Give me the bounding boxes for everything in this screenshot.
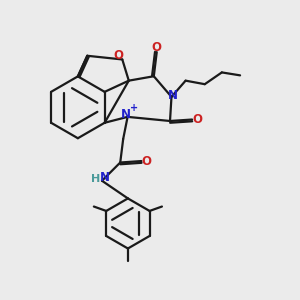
Text: N: N (100, 171, 110, 184)
Text: N: N (168, 89, 178, 102)
Text: O: O (192, 113, 202, 126)
Text: O: O (141, 154, 152, 167)
Text: +: + (130, 103, 138, 113)
Text: H: H (91, 174, 100, 184)
Text: N: N (121, 108, 131, 121)
Text: O: O (152, 40, 162, 54)
Text: O: O (114, 49, 124, 62)
